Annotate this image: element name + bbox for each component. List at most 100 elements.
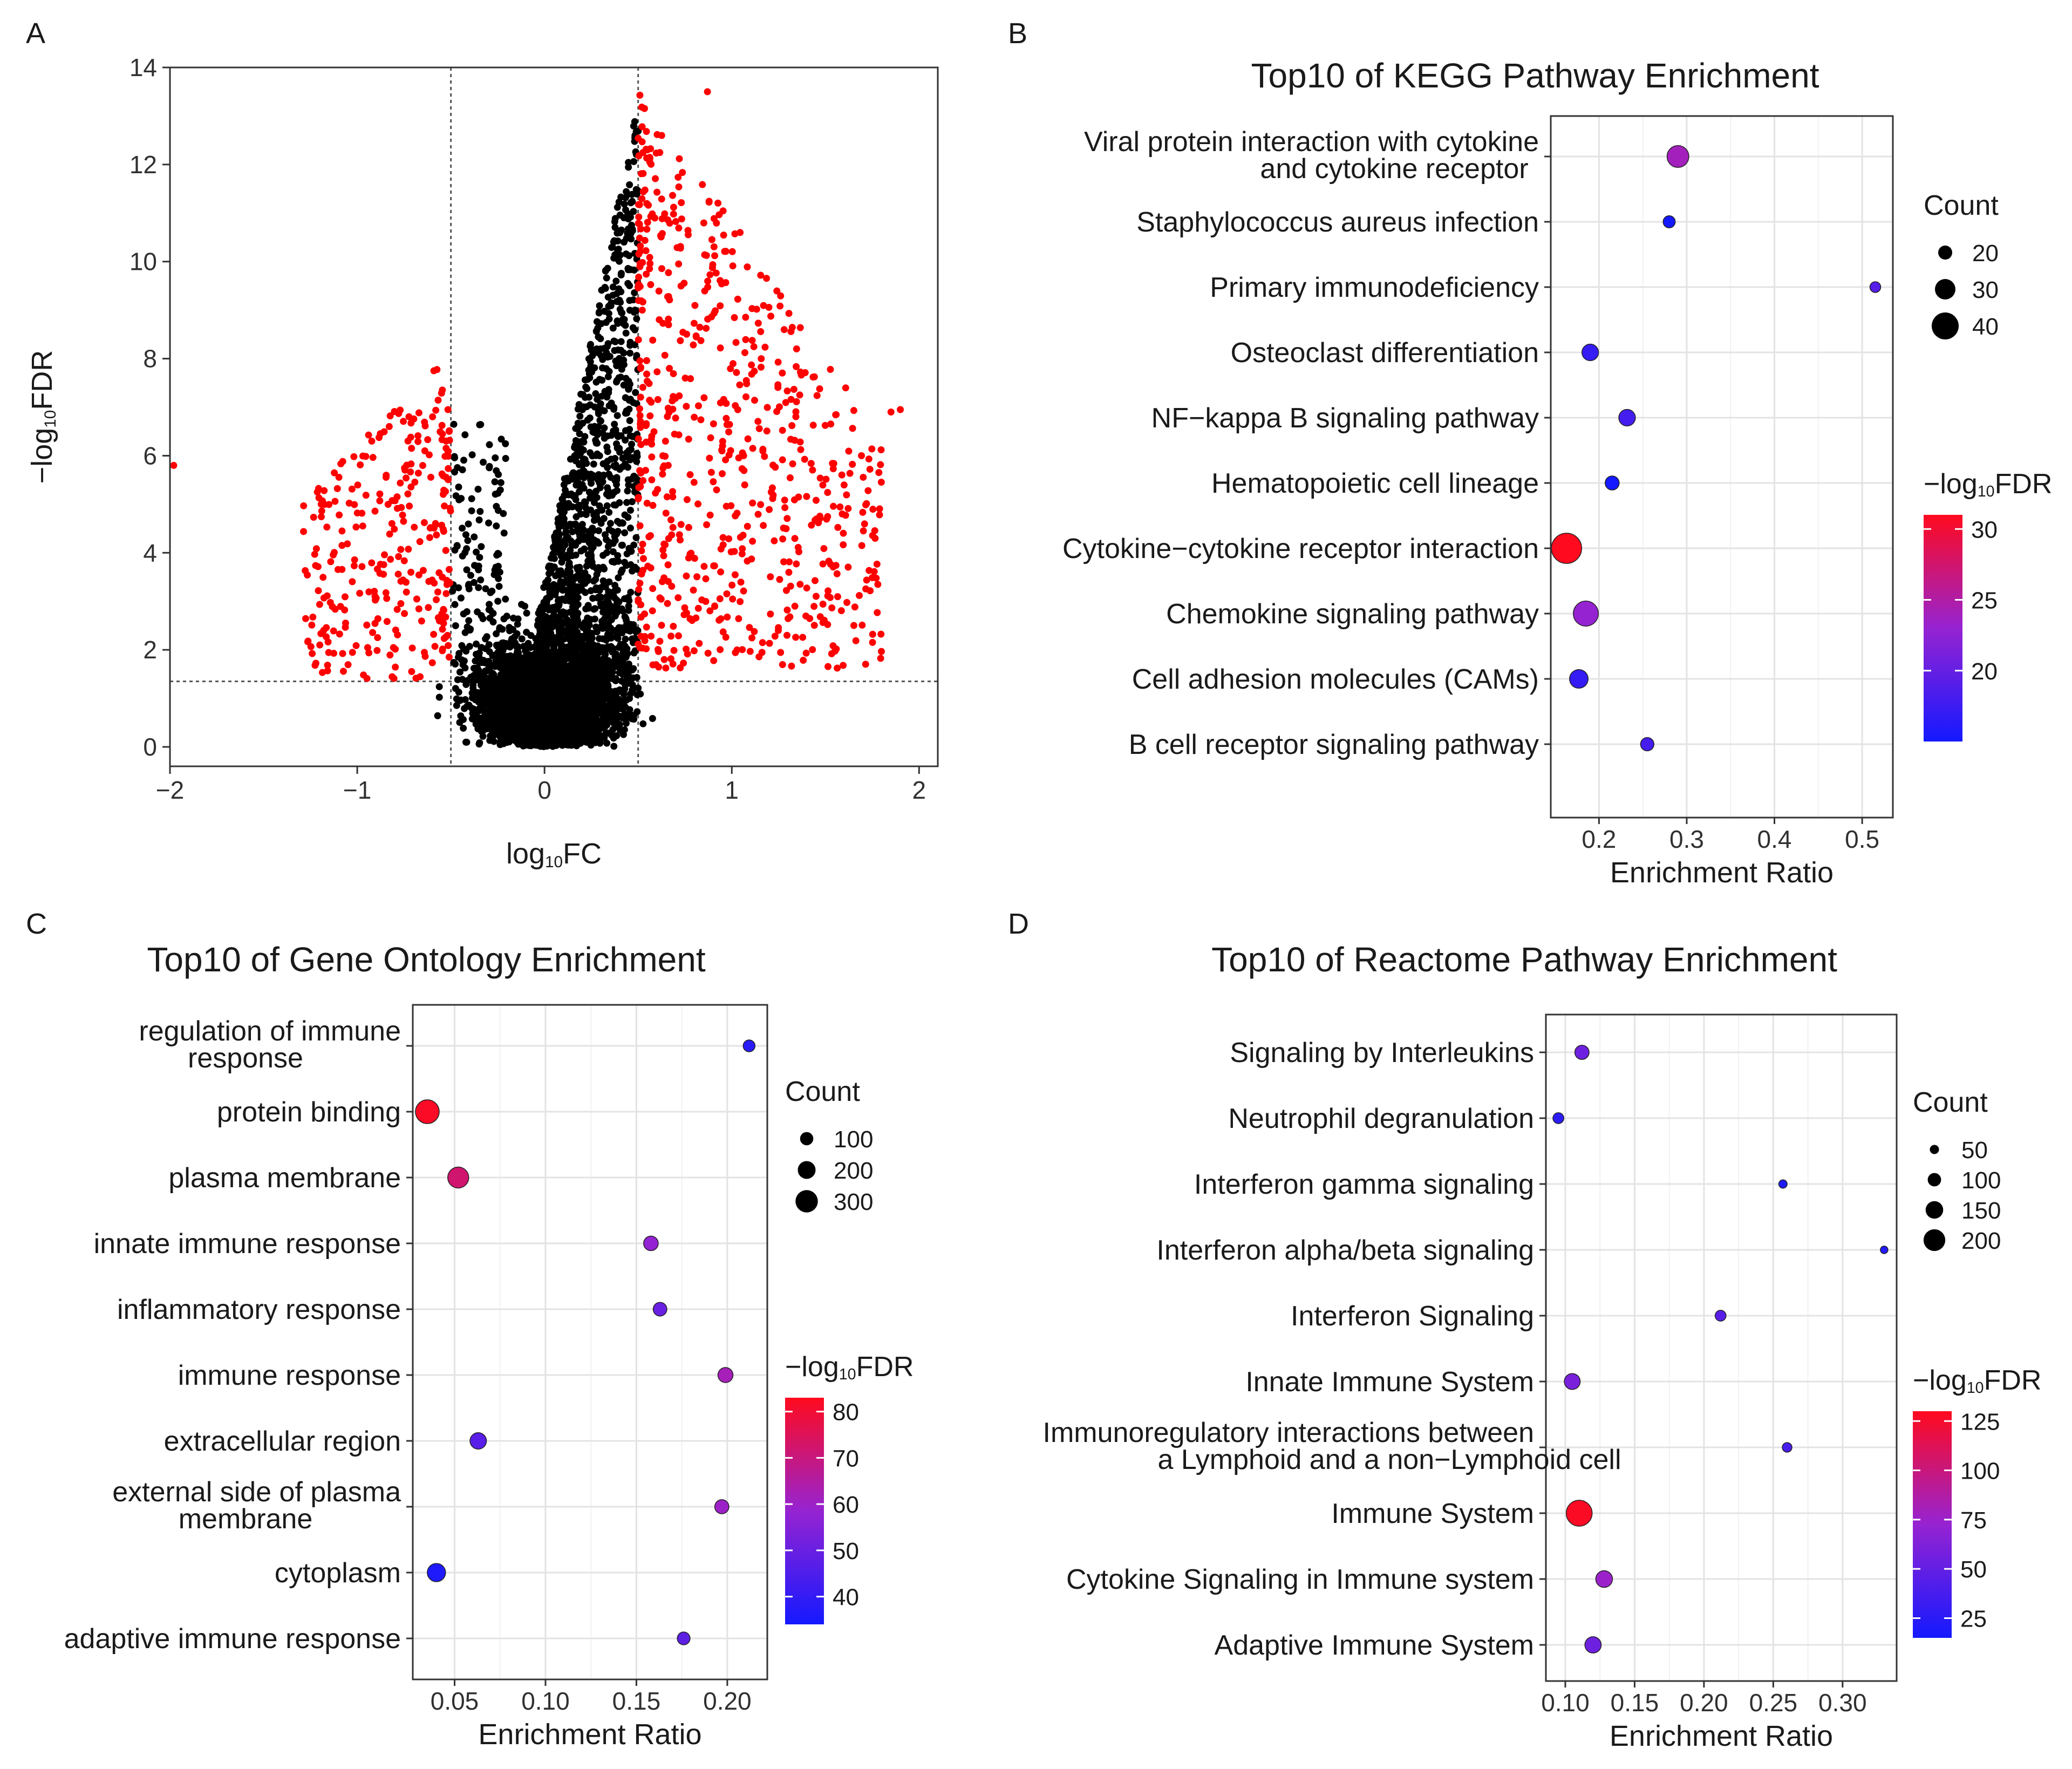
point — [523, 629, 530, 636]
point — [497, 675, 505, 683]
point — [478, 644, 485, 651]
significant-point — [636, 580, 644, 587]
point — [459, 661, 467, 669]
point — [524, 639, 532, 647]
point — [486, 737, 494, 744]
point — [619, 541, 626, 549]
point — [521, 602, 529, 610]
point — [450, 659, 458, 666]
point — [476, 739, 483, 746]
point — [623, 719, 630, 727]
point — [500, 682, 508, 690]
point — [630, 541, 638, 549]
point — [472, 690, 479, 697]
panel-letter-d: D — [1008, 908, 1029, 940]
point — [509, 625, 517, 633]
point — [622, 427, 629, 434]
point — [516, 727, 524, 734]
point — [455, 689, 462, 696]
point — [462, 738, 469, 746]
point — [469, 681, 477, 689]
point — [594, 439, 601, 447]
point — [562, 735, 569, 743]
point — [501, 699, 508, 706]
significant-point — [431, 643, 439, 650]
point — [601, 710, 609, 718]
point — [569, 655, 577, 663]
point — [473, 640, 480, 648]
point — [514, 643, 522, 650]
point — [544, 741, 552, 749]
point — [614, 586, 621, 594]
point — [489, 651, 496, 659]
point — [576, 412, 584, 420]
point — [520, 686, 528, 693]
point — [518, 635, 526, 643]
point — [502, 711, 509, 719]
point — [494, 597, 502, 605]
point — [623, 499, 631, 506]
point — [582, 383, 590, 391]
point — [603, 502, 611, 509]
point — [569, 729, 576, 737]
point — [488, 717, 496, 725]
point — [479, 727, 487, 734]
point — [435, 693, 443, 701]
point — [457, 594, 465, 602]
point — [459, 676, 466, 683]
point — [523, 609, 530, 617]
point — [596, 733, 604, 740]
point — [522, 731, 530, 738]
point — [602, 721, 609, 729]
point — [520, 721, 528, 729]
point — [614, 635, 622, 642]
point — [510, 686, 518, 694]
point — [479, 615, 487, 622]
point — [604, 729, 612, 737]
point — [514, 615, 522, 623]
point — [572, 457, 580, 465]
point — [466, 643, 473, 650]
point — [622, 329, 630, 337]
point — [582, 605, 590, 613]
point — [624, 594, 632, 601]
point — [612, 277, 620, 285]
point — [639, 720, 647, 727]
point — [508, 637, 515, 644]
point — [607, 634, 615, 642]
point — [453, 702, 460, 709]
point — [597, 400, 604, 407]
point — [591, 739, 599, 746]
point — [460, 724, 467, 732]
point — [621, 559, 629, 566]
point — [503, 665, 511, 673]
point — [610, 743, 618, 750]
point — [531, 731, 539, 739]
point — [456, 697, 464, 704]
point — [562, 723, 570, 731]
point — [434, 712, 441, 719]
point — [509, 695, 517, 702]
point — [482, 635, 489, 643]
point — [463, 608, 471, 616]
point — [541, 730, 548, 737]
point — [496, 716, 504, 724]
point — [603, 645, 610, 653]
point — [517, 670, 524, 678]
point — [435, 683, 443, 690]
point — [621, 200, 628, 208]
point — [514, 621, 521, 628]
point — [610, 734, 617, 742]
point — [494, 686, 501, 693]
point — [487, 680, 494, 688]
point — [626, 506, 634, 514]
point — [513, 733, 520, 741]
point — [626, 417, 633, 424]
point — [480, 657, 487, 664]
point — [618, 566, 626, 574]
panel-letter-a: A — [26, 17, 45, 50]
panel-letter-b: B — [1008, 17, 1027, 50]
point — [504, 690, 512, 697]
point — [562, 628, 569, 635]
point — [592, 390, 599, 398]
